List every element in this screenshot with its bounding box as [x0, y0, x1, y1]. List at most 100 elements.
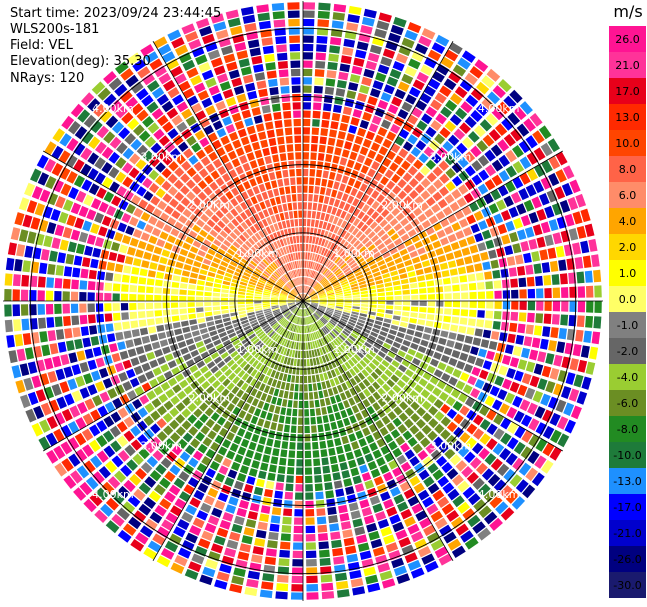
ppi-gate: [440, 354, 450, 364]
ppi-gate: [277, 61, 288, 69]
ppi-gate: [238, 310, 246, 315]
ppi-gate: [231, 112, 242, 123]
ppi-gate: [384, 282, 393, 287]
ppi-gate: [427, 294, 436, 300]
ppi-gate: [266, 314, 274, 320]
ppi-gate: [413, 159, 424, 170]
ppi-gate: [15, 379, 26, 394]
ppi-gate: [97, 405, 109, 418]
ppi-gate: [282, 275, 289, 282]
ppi-gate: [323, 283, 331, 289]
ppi-gate: [255, 390, 263, 399]
ppi-gate: [347, 177, 356, 187]
ppi-gate: [178, 214, 188, 224]
ppi-gate: [370, 142, 381, 152]
ppi-gate: [227, 347, 236, 355]
ppi-gate: [162, 121, 174, 133]
ppi-gate: [316, 310, 323, 315]
ppi-gate: [332, 244, 338, 252]
ppi-gate: [308, 185, 314, 194]
ppi-gate: [447, 214, 457, 224]
ppi-gate: [227, 264, 236, 271]
ppi-gate: [383, 433, 394, 444]
ppi-gate: [100, 344, 110, 355]
ppi-gate: [273, 223, 279, 231]
ppi-gate: [242, 457, 252, 467]
ppi-gate: [166, 451, 178, 462]
ppi-gate: [265, 338, 272, 346]
ppi-gate: [176, 390, 187, 400]
ppi-gate: [399, 273, 408, 280]
ppi-gate: [210, 57, 223, 68]
ppi-gate: [485, 113, 499, 126]
ppi-gate: [424, 560, 439, 573]
ppi-gate: [311, 127, 320, 136]
ppi-gate: [434, 423, 445, 435]
colorbar-tick-label: 4.0: [619, 215, 637, 228]
ppi-gate: [52, 179, 64, 193]
ppi-gate: [321, 381, 327, 390]
ppi-gate: [448, 376, 458, 387]
ppi-gate: [192, 517, 205, 529]
ppi-gate: [359, 499, 370, 509]
ppi-gate: [133, 510, 147, 523]
ppi-gate: [407, 437, 418, 448]
ppi-gate: [461, 301, 469, 308]
ppi-gate: [190, 74, 203, 86]
ppi-gate: [308, 333, 312, 341]
ppi-gate: [428, 140, 440, 151]
ppi-gate: [438, 337, 447, 346]
ppi-gate: [319, 440, 327, 449]
ppi-gate: [55, 195, 66, 209]
ppi-gate: [26, 200, 38, 214]
ppi-gate: [236, 224, 245, 233]
ppi-gate: [332, 282, 340, 288]
ppi-gate: [314, 399, 320, 408]
ppi-gate: [361, 294, 369, 298]
ppi-gate: [83, 498, 97, 513]
ppi-gate: [284, 491, 293, 500]
ppi-gate: [275, 170, 282, 179]
ppi-gate: [132, 258, 142, 267]
ppi-gate: [216, 73, 229, 84]
ppi-gate: [76, 401, 88, 414]
ppi-gate: [117, 407, 129, 419]
ppi-gate: [370, 247, 379, 255]
ppi-gate: [553, 383, 564, 397]
ppi-gate: [421, 237, 431, 246]
ppi-gate: [386, 150, 396, 161]
ppi-gate: [389, 162, 399, 172]
ppi-gate: [237, 291, 246, 295]
ppi-gate: [367, 52, 380, 63]
ppi-gate: [414, 241, 424, 249]
ppi-gate: [398, 267, 407, 274]
ppi-gate: [273, 288, 281, 293]
ppi-gate: [234, 253, 242, 261]
colorbar-tick-label: 10.0: [615, 137, 640, 150]
ppi-gate: [291, 306, 298, 312]
ppi-gate: [241, 535, 253, 545]
ppi-gate: [264, 310, 272, 314]
ppi-gate: [310, 294, 318, 298]
ppi-gate: [129, 293, 137, 301]
ppi-gate: [296, 260, 300, 269]
ppi-gate: [420, 64, 433, 76]
ppi-gate: [341, 193, 349, 202]
ppi-gate: [278, 279, 285, 286]
ppi-gate: [542, 326, 551, 337]
ppi-gate: [374, 28, 387, 39]
ppi-gate: [170, 302, 179, 308]
ppi-gate: [179, 296, 187, 301]
ppi-gate: [465, 437, 477, 449]
ppi-gate: [527, 450, 540, 465]
ppi-gate: [306, 308, 310, 316]
ppi-gate: [303, 285, 305, 293]
ppi-gate: [278, 558, 290, 567]
ppi-gate: [278, 389, 284, 398]
ppi-gate: [98, 367, 109, 379]
ppi-gate: [377, 350, 386, 359]
ppi-gate: [431, 42, 446, 54]
ppi-gate: [303, 68, 313, 77]
ppi-gate: [296, 450, 303, 459]
ppi-gate: [322, 337, 328, 345]
